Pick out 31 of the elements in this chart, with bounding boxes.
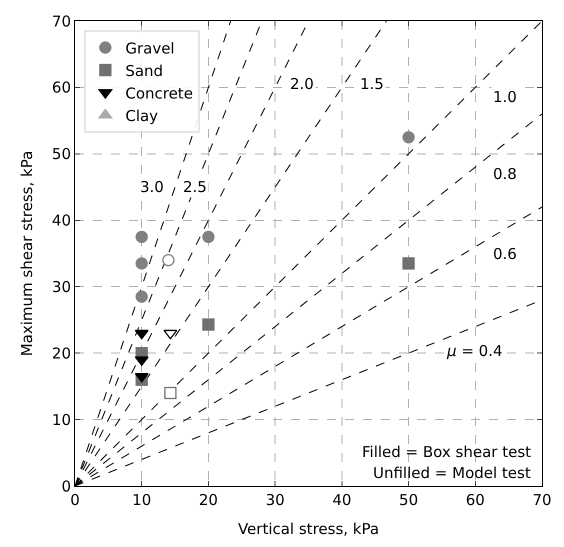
legend-label: Clay bbox=[125, 106, 158, 125]
legend-label: Sand bbox=[125, 62, 164, 80]
x-tick-label: 60 bbox=[466, 491, 485, 509]
annotation: 1.0 bbox=[493, 88, 517, 106]
y-tick-label: 0 bbox=[61, 477, 71, 496]
x-tick-label: 50 bbox=[399, 491, 418, 509]
annotation: 2.5 bbox=[183, 178, 207, 196]
y-tick-label: 30 bbox=[52, 278, 71, 296]
x-tick-label: 20 bbox=[198, 491, 218, 509]
annotation: Filled = Box shear test bbox=[362, 443, 532, 461]
x-tick-label: 30 bbox=[266, 491, 285, 509]
x-tick-label: 70 bbox=[532, 491, 552, 509]
x-axis-title: Vertical stress, kPa bbox=[238, 520, 380, 538]
annotation: 1.5 bbox=[360, 75, 384, 93]
legend-label: Concrete bbox=[125, 84, 193, 102]
y-tick-label: 60 bbox=[52, 78, 71, 97]
y-tick-label: 10 bbox=[52, 410, 71, 429]
legend-label: Gravel bbox=[125, 39, 175, 58]
annotation: 0.6 bbox=[493, 245, 517, 263]
annotation: 0.8 bbox=[493, 165, 517, 183]
x-tick-label: 10 bbox=[132, 491, 152, 509]
y-tick-label: 40 bbox=[52, 212, 71, 230]
y-tick-label: 70 bbox=[52, 12, 71, 30]
annotation: 2.0 bbox=[290, 75, 314, 93]
annotation: 3.0 bbox=[140, 178, 164, 196]
x-tick-label: 40 bbox=[332, 491, 352, 509]
y-tick-label: 20 bbox=[52, 344, 71, 362]
annotation: Unfilled = Model test bbox=[373, 464, 531, 482]
annotation: μ = 0.4 bbox=[446, 342, 503, 360]
y-axis-title: Maximum shear stress, kPa bbox=[18, 150, 36, 356]
y-tick-label: 50 bbox=[52, 145, 71, 164]
